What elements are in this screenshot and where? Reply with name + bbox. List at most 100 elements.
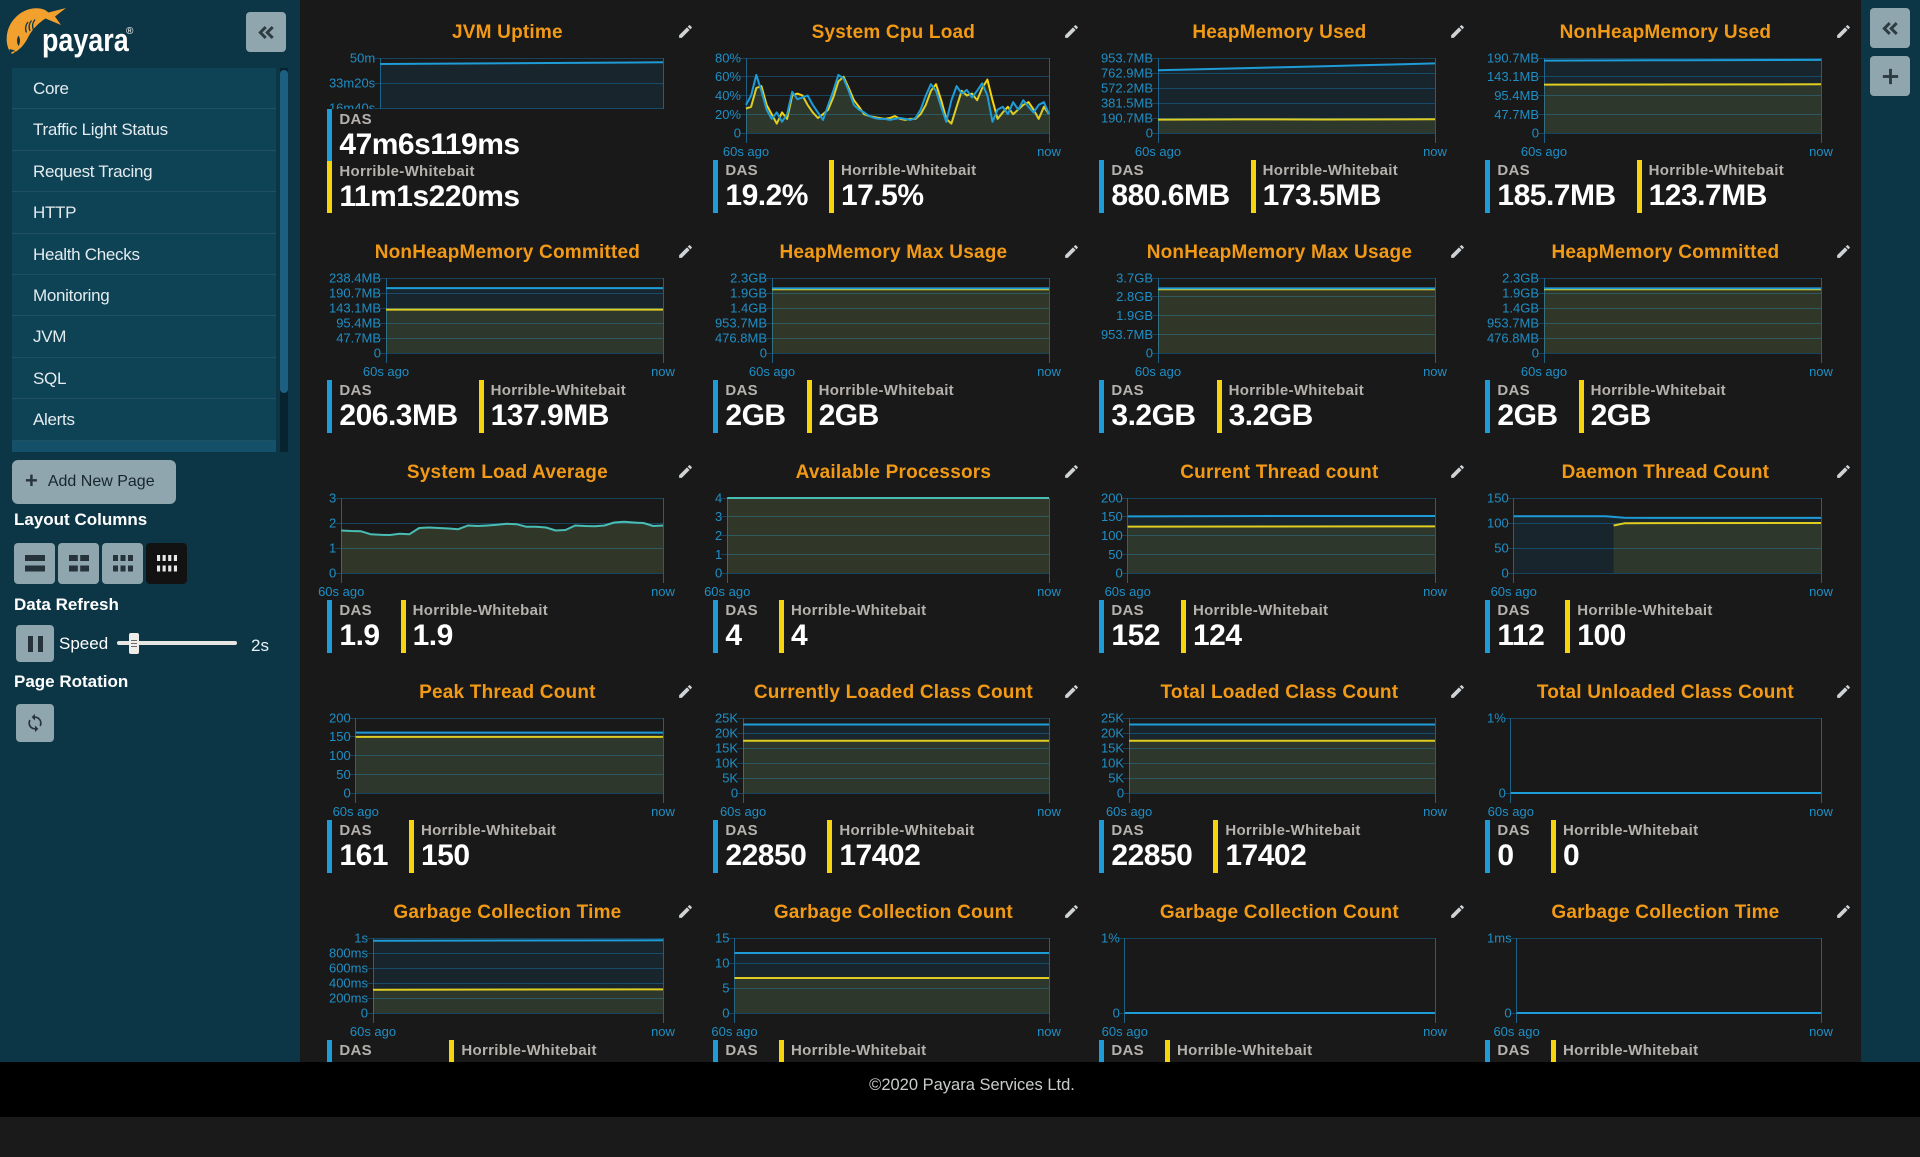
svg-text:200ms: 200ms — [329, 991, 369, 1006]
svg-text:now: now — [651, 364, 675, 379]
svg-text:1.9GB: 1.9GB — [731, 286, 768, 301]
svg-text:50: 50 — [1109, 547, 1123, 562]
svg-text:0: 0 — [1532, 346, 1539, 361]
svg-text:60s ago: 60s ago — [1105, 584, 1151, 599]
svg-text:1%: 1% — [1487, 711, 1506, 726]
svg-text:50: 50 — [337, 767, 351, 782]
svg-text:600ms: 600ms — [329, 961, 369, 976]
svg-text:200: 200 — [1101, 491, 1123, 506]
svg-text:1.4GB: 1.4GB — [1503, 301, 1540, 316]
svg-text:3.7GB: 3.7GB — [1117, 271, 1154, 286]
svg-text:47.7MB: 47.7MB — [1495, 107, 1540, 122]
svg-text:5: 5 — [723, 981, 730, 996]
svg-text:190.7MB: 190.7MB — [1487, 51, 1539, 66]
svg-text:now: now — [1809, 1024, 1833, 1039]
svg-text:200: 200 — [329, 711, 351, 726]
svg-text:5K: 5K — [1109, 771, 1125, 786]
svg-text:now: now — [651, 1024, 675, 1039]
svg-text:762.9MB: 762.9MB — [1101, 66, 1153, 81]
svg-text:1s: 1s — [355, 931, 369, 946]
svg-text:953.7MB: 953.7MB — [715, 316, 767, 331]
svg-text:2.3GB: 2.3GB — [1503, 271, 1540, 286]
svg-text:10K: 10K — [715, 756, 738, 771]
svg-text:0: 0 — [329, 566, 336, 581]
svg-text:953.7MB: 953.7MB — [1101, 51, 1153, 66]
svg-text:60s ago: 60s ago — [1491, 584, 1537, 599]
svg-text:572.2MB: 572.2MB — [1101, 81, 1153, 96]
svg-text:15: 15 — [715, 931, 729, 946]
svg-text:now: now — [1423, 1024, 1447, 1039]
svg-text:now: now — [1809, 804, 1833, 819]
svg-text:0: 0 — [734, 126, 741, 141]
svg-text:0: 0 — [1146, 346, 1153, 361]
svg-text:3: 3 — [715, 509, 722, 524]
svg-text:33m20s: 33m20s — [329, 76, 376, 91]
svg-text:2: 2 — [329, 516, 336, 531]
svg-text:15K: 15K — [715, 741, 738, 756]
svg-text:60s ago: 60s ago — [1135, 364, 1181, 379]
svg-text:0: 0 — [731, 786, 738, 801]
svg-text:60s ago: 60s ago — [1494, 1024, 1540, 1039]
svg-text:now: now — [651, 584, 675, 599]
svg-text:now: now — [1037, 804, 1061, 819]
svg-text:2: 2 — [715, 528, 722, 543]
svg-text:238.4MB: 238.4MB — [329, 271, 381, 286]
svg-text:0: 0 — [1146, 126, 1153, 141]
svg-text:2.8GB: 2.8GB — [1117, 289, 1154, 304]
svg-text:400ms: 400ms — [329, 976, 369, 991]
svg-text:now: now — [1037, 144, 1061, 159]
svg-text:2.3GB: 2.3GB — [731, 271, 768, 286]
svg-text:now: now — [1423, 144, 1447, 159]
svg-text:60s ago: 60s ago — [363, 364, 409, 379]
svg-text:now: now — [1423, 584, 1447, 599]
svg-text:150: 150 — [1101, 509, 1123, 524]
svg-text:20K: 20K — [1101, 726, 1124, 741]
svg-text:60s ago: 60s ago — [723, 144, 769, 159]
svg-text:60s ago: 60s ago — [720, 804, 766, 819]
svg-text:953.7MB: 953.7MB — [1487, 316, 1539, 331]
svg-text:100: 100 — [329, 748, 351, 763]
svg-text:60s ago: 60s ago — [350, 1024, 396, 1039]
svg-text:0: 0 — [1505, 1006, 1512, 1021]
svg-text:0: 0 — [1117, 786, 1124, 801]
svg-text:1: 1 — [715, 547, 722, 562]
svg-text:190.7MB: 190.7MB — [1101, 111, 1153, 126]
svg-text:150: 150 — [1487, 491, 1509, 506]
svg-text:80%: 80% — [715, 51, 741, 66]
svg-text:60s ago: 60s ago — [704, 584, 750, 599]
svg-text:95.4MB: 95.4MB — [337, 316, 382, 331]
svg-text:®: ® — [126, 26, 134, 37]
svg-text:50: 50 — [1495, 541, 1509, 556]
svg-text:50m: 50m — [350, 51, 375, 66]
svg-text:payara: payara — [42, 23, 129, 59]
svg-text:190.7MB: 190.7MB — [329, 286, 381, 301]
svg-text:100: 100 — [1101, 528, 1123, 543]
svg-text:1.9GB: 1.9GB — [1117, 308, 1154, 323]
svg-text:1ms: 1ms — [1487, 931, 1512, 946]
svg-text:20%: 20% — [715, 107, 741, 122]
svg-text:4: 4 — [715, 491, 722, 506]
svg-text:1%: 1% — [1101, 931, 1120, 946]
svg-text:60s ago: 60s ago — [1135, 144, 1181, 159]
svg-text:60s ago: 60s ago — [318, 584, 364, 599]
svg-text:1: 1 — [329, 541, 336, 556]
svg-text:100: 100 — [1487, 516, 1509, 531]
svg-text:60%: 60% — [715, 69, 741, 84]
svg-text:60s ago: 60s ago — [1521, 144, 1567, 159]
svg-text:0: 0 — [760, 346, 767, 361]
svg-text:now: now — [1809, 364, 1833, 379]
svg-text:143.1MB: 143.1MB — [1487, 69, 1539, 84]
svg-text:now: now — [1037, 584, 1061, 599]
svg-text:0: 0 — [1113, 1006, 1120, 1021]
svg-text:0: 0 — [1116, 566, 1123, 581]
svg-text:now: now — [1037, 364, 1061, 379]
svg-text:800ms: 800ms — [329, 946, 369, 961]
svg-text:60s ago: 60s ago — [1102, 1024, 1148, 1039]
svg-text:0: 0 — [374, 346, 381, 361]
svg-text:10K: 10K — [1101, 756, 1124, 771]
svg-text:60s ago: 60s ago — [1106, 804, 1152, 819]
svg-text:0: 0 — [1499, 786, 1506, 801]
svg-text:143.1MB: 143.1MB — [329, 301, 381, 316]
svg-text:0: 0 — [715, 566, 722, 581]
svg-text:60s ago: 60s ago — [333, 804, 379, 819]
